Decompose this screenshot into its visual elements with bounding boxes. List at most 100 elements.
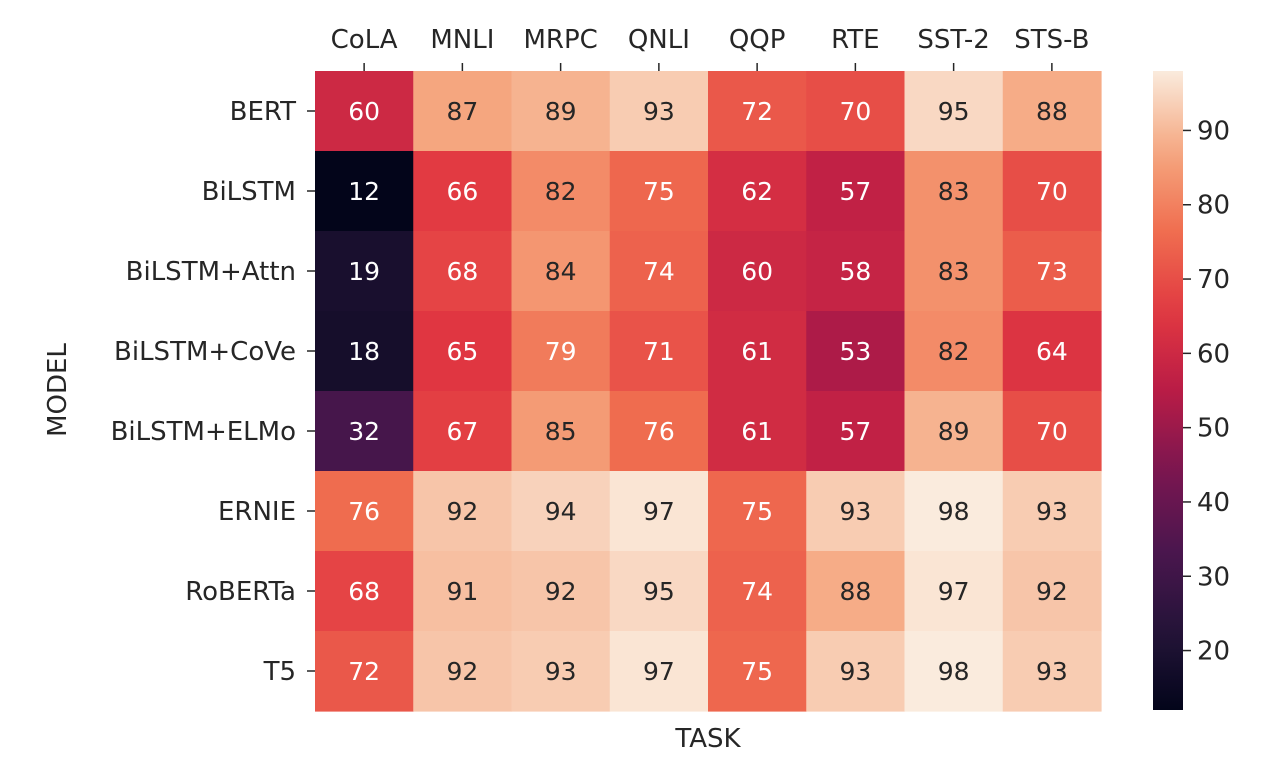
- heatmap-cell: [904, 391, 1004, 472]
- row-tick-label: BiLSTM: [202, 177, 296, 207]
- heatmap-cell: [609, 311, 709, 392]
- cell-value-label: 32: [348, 417, 380, 446]
- column-tick-label: MRPC: [523, 25, 597, 55]
- cell-value-label: 73: [1036, 257, 1068, 286]
- y-axis-title: MODEL: [43, 343, 73, 437]
- heatmap-cell: [315, 151, 414, 232]
- row-tick-label: ERNIE: [218, 497, 296, 527]
- heatmap-cell: [315, 311, 414, 392]
- heatmap-cell-labels: 60 87 89 93 72 70 95 88 12 66 82 75 62 57 83 70 19 68 84 74…: [348, 97, 1068, 686]
- column-tick-label: CoLA: [331, 25, 398, 55]
- cell-value-label: 67: [446, 417, 478, 446]
- cell-value-label: 66: [446, 177, 478, 206]
- cell-value-label: 92: [446, 657, 478, 686]
- heatmap-cell: [1002, 151, 1102, 232]
- cell-value-label: 61: [741, 337, 773, 366]
- cell-value-label: 92: [446, 497, 478, 526]
- cell-value-label: 75: [741, 497, 773, 526]
- cell-value-label: 93: [545, 657, 577, 686]
- column-tick-label: QNLI: [628, 25, 690, 55]
- heatmap-cell: [708, 391, 807, 472]
- heatmap-cell: [413, 551, 513, 632]
- heatmap-cell: [511, 231, 611, 312]
- cell-value-label: 97: [938, 577, 970, 606]
- heatmap-cell: [609, 551, 709, 632]
- cell-value-label: 89: [545, 97, 577, 126]
- column-tick-labels: CoLA MNLI MRPC QNLI QQP RTE SST-2 STS-B: [331, 25, 1089, 71]
- colorbar-tick-label: 90: [1197, 116, 1230, 146]
- heatmap-cell: [806, 471, 906, 552]
- heatmap-cell: [904, 471, 1004, 552]
- heatmap-cell: [1002, 231, 1102, 312]
- heatmap-cell: [1002, 71, 1102, 152]
- colorbar-tick-label: 20: [1197, 637, 1230, 667]
- cell-value-label: 95: [643, 577, 675, 606]
- cell-value-label: 91: [446, 577, 478, 606]
- x-axis-title: TASK: [674, 724, 741, 754]
- cell-value-label: 97: [643, 497, 675, 526]
- heatmap-cell: [708, 151, 807, 232]
- cell-value-label: 19: [348, 257, 380, 286]
- cell-value-label: 70: [1036, 417, 1068, 446]
- column-tick-label: QQP: [729, 25, 786, 55]
- colorbar-tick-label: 70: [1197, 265, 1230, 295]
- row-tick-labels: BERT BiLSTM BiLSTM+Attn BiLSTM+CoVe BiLSTM+E…: [111, 97, 315, 687]
- cell-value-label: 79: [545, 337, 577, 366]
- cell-value-label: 53: [839, 337, 871, 366]
- heatmap-cell: [806, 151, 906, 232]
- heatmap-cell: [609, 71, 709, 152]
- heatmap-cell: [1002, 551, 1102, 632]
- cell-value-label: 75: [643, 177, 675, 206]
- cell-value-label: 93: [839, 497, 871, 526]
- cell-value-label: 88: [1036, 97, 1068, 126]
- column-tick-label: RTE: [831, 25, 879, 55]
- heatmap-cell: [315, 231, 414, 312]
- cell-value-label: 70: [1036, 177, 1068, 206]
- heatmap-cell: [1002, 631, 1102, 712]
- heatmap-cell: [806, 551, 906, 632]
- cell-value-label: 12: [348, 177, 380, 206]
- cell-value-label: 92: [545, 577, 577, 606]
- heatmap-cell: [511, 71, 611, 152]
- heatmap-cells: [315, 71, 1102, 712]
- colorbar: [1153, 71, 1183, 710]
- heatmap-cell: [708, 471, 807, 552]
- cell-value-label: 70: [839, 97, 871, 126]
- heatmap-cell: [609, 391, 709, 472]
- cell-value-label: 72: [741, 97, 773, 126]
- cell-value-label: 93: [643, 97, 675, 126]
- heatmap-cell: [315, 391, 414, 472]
- colorbar-tick-label: 60: [1197, 339, 1230, 369]
- column-tick-label: MNLI: [430, 25, 494, 55]
- cell-value-label: 71: [643, 337, 675, 366]
- row-tick-label: BiLSTM+Attn: [126, 257, 296, 287]
- heatmap-cell: [511, 631, 611, 712]
- cell-value-label: 88: [839, 577, 871, 606]
- cell-value-label: 57: [839, 417, 871, 446]
- heatmap-cell: [708, 631, 807, 712]
- heatmap-cell: [806, 631, 906, 712]
- colorbar-ticks: 20 30 40 50 60 70 80 90: [1183, 116, 1230, 667]
- heatmap-cell: [315, 471, 414, 552]
- row-tick-label: T5: [263, 657, 296, 687]
- cell-value-label: 57: [839, 177, 871, 206]
- heatmap-cell: [708, 551, 807, 632]
- heatmap-cell: [1002, 471, 1102, 552]
- cell-value-label: 60: [741, 257, 773, 286]
- heatmap-cell: [806, 391, 906, 472]
- cell-value-label: 97: [643, 657, 675, 686]
- column-tick-label: SST-2: [917, 25, 989, 55]
- colorbar-tick-label: 80: [1197, 191, 1230, 221]
- cell-value-label: 95: [938, 97, 970, 126]
- cell-value-label: 98: [938, 657, 970, 686]
- row-tick-label: RoBERTa: [185, 577, 296, 607]
- heatmap-cell: [511, 311, 611, 392]
- heatmap-cell: [511, 391, 611, 472]
- heatmap-cell: [609, 471, 709, 552]
- heatmap-cell: [806, 71, 906, 152]
- heatmap-cell: [413, 391, 513, 472]
- cell-value-label: 93: [1036, 657, 1068, 686]
- cell-value-label: 93: [1036, 497, 1068, 526]
- heatmap-cell: [806, 311, 906, 392]
